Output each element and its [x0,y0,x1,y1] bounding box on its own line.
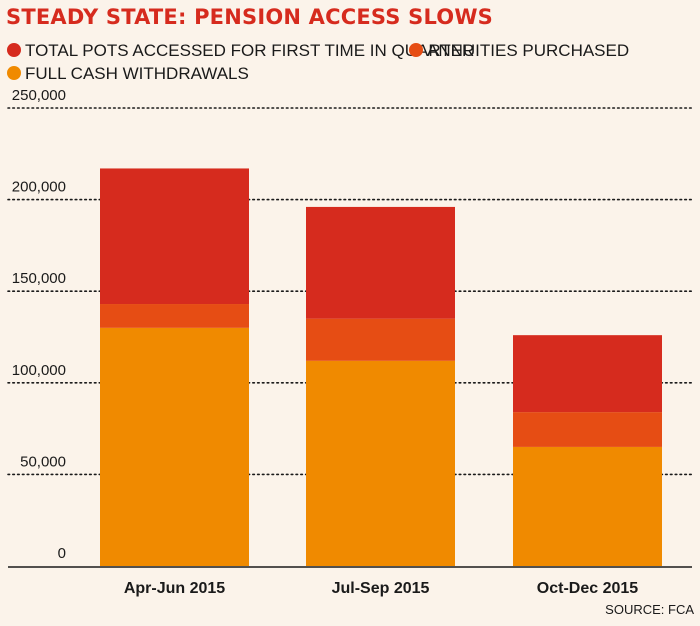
legend: TOTAL POTS ACCESSED FOR FIRST TIME IN QU… [7,41,629,83]
legend-swatch [7,66,21,80]
x-axis-category-labels: Apr-Jun 2015 Jul-Sep 2015 Oct-Dec 2015 [124,580,638,597]
x-category-label: Oct-Dec 2015 [537,580,638,597]
bar-segment [306,318,455,361]
y-tick-label: 100,000 [12,362,66,379]
bar-segment [100,327,249,566]
x-category-label: Jul-Sep 2015 [332,580,430,597]
legend-swatch [7,43,21,57]
y-axis-tick-labels: 0 50,000 100,000 150,000 200,000 250,000 [12,87,66,562]
bar-segment [100,168,249,305]
legend-swatch [409,43,423,57]
y-tick-label: 200,000 [12,179,66,196]
bar-segment [513,412,662,447]
legend-label: ANNUITIES PURCHASED [427,41,629,60]
y-tick-label: 50,000 [20,453,66,470]
bar-segment [100,304,249,328]
source-label: SOURCE: FCA [605,602,694,617]
y-tick-label: 0 [58,545,66,562]
bar-segment [306,360,455,566]
legend-label: FULL CASH WITHDRAWALS [25,64,249,83]
y-tick-label: 250,000 [12,87,66,104]
legend-item: FULL CASH WITHDRAWALS [7,64,249,83]
legend-item: ANNUITIES PURCHASED [409,41,629,60]
y-tick-label: 150,000 [12,270,66,287]
bar-segment [513,335,662,413]
bar-segment [306,206,455,319]
legend-item: TOTAL POTS ACCESSED FOR FIRST TIME IN QU… [7,41,474,60]
bars [100,168,662,566]
x-category-label: Apr-Jun 2015 [124,580,225,597]
chart-title: STEADY STATE: PENSION ACCESS SLOWS [6,5,493,29]
bar-segment [513,446,662,566]
legend-label: TOTAL POTS ACCESSED FOR FIRST TIME IN QU… [25,41,474,60]
